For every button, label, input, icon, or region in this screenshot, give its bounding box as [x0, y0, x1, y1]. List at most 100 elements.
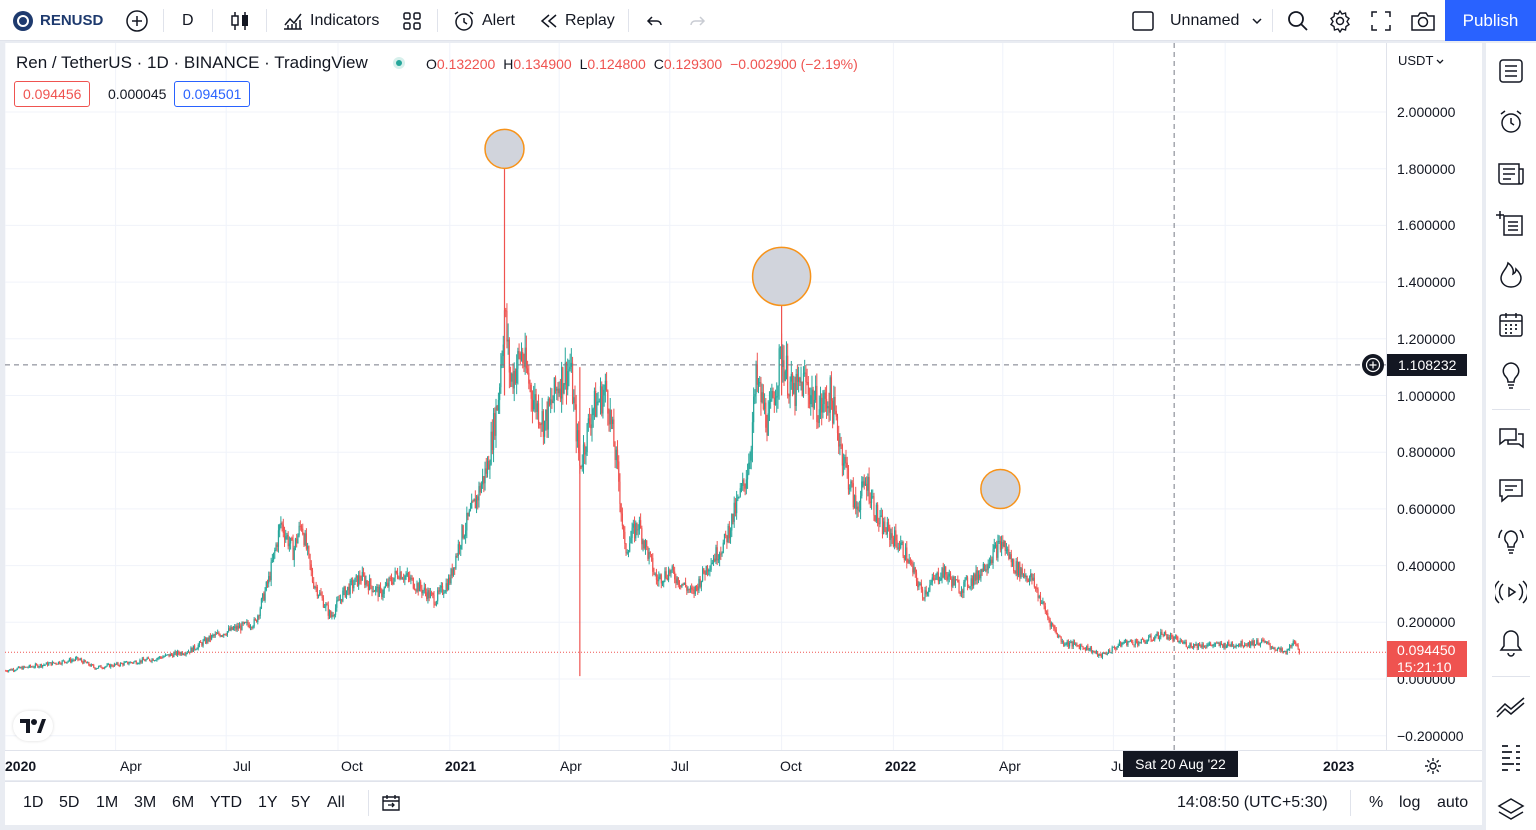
candle	[573, 389, 575, 412]
sell-button[interactable]: 0.094456	[14, 81, 91, 107]
candle-body	[1075, 643, 1077, 645]
range-button-3m[interactable]: 3M	[134, 794, 157, 811]
candle-body	[226, 631, 229, 636]
candle	[647, 546, 649, 561]
streams-button[interactable]	[1495, 576, 1527, 608]
chart-pane[interactable]: Ren / TetherUS · 1D · BINANCE · TradingV…	[5, 43, 1386, 750]
candle-body	[467, 512, 469, 517]
candle	[682, 582, 684, 586]
currency-selector[interactable]: USDT	[1398, 53, 1445, 68]
compare-symbol-button[interactable]	[125, 0, 149, 41]
candle-body	[390, 578, 393, 583]
candle	[288, 536, 290, 552]
candle	[317, 594, 320, 599]
log-scale-button[interactable]: log	[1399, 794, 1420, 812]
range-button-ytd[interactable]: YTD	[210, 794, 242, 811]
price-chart[interactable]	[5, 43, 1386, 750]
candle-body	[125, 661, 128, 663]
buy-button[interactable]: 0.094501	[174, 81, 251, 107]
candle-body	[585, 452, 587, 455]
range-button-all[interactable]: All	[327, 794, 345, 811]
candle-body	[116, 662, 118, 665]
candle-body	[1194, 644, 1196, 646]
snapshot-button[interactable]	[1410, 0, 1436, 41]
range-button-6m[interactable]: 6M	[172, 794, 195, 811]
calendar-button[interactable]	[1495, 309, 1527, 341]
indicators-button[interactable]: Indicators	[282, 0, 379, 41]
layout-button[interactable]: Unnamed	[1132, 0, 1263, 41]
candle	[235, 624, 237, 632]
comments-button[interactable]	[1495, 474, 1527, 506]
dom-button[interactable]	[1495, 741, 1527, 773]
candle	[1276, 647, 1279, 652]
candle-body	[423, 587, 425, 591]
candle	[801, 381, 803, 397]
watchlist-button[interactable]	[1495, 55, 1527, 87]
auto-scale-button[interactable]: auto	[1437, 794, 1468, 812]
tradingview-logo[interactable]	[13, 711, 53, 741]
candle-body	[1139, 642, 1141, 644]
candle-body	[947, 576, 949, 580]
symbol-legend-title[interactable]: Ren / TetherUS · 1D · BINANCE · TradingV…	[16, 53, 368, 73]
candle-body	[1174, 636, 1176, 638]
candle	[563, 383, 565, 395]
market-status-indicator[interactable]	[393, 57, 405, 69]
candle-body	[574, 397, 576, 405]
alerts-button[interactable]	[1495, 106, 1527, 138]
add-notes-button[interactable]	[1495, 208, 1527, 240]
fullscreen-button[interactable]	[1370, 0, 1392, 41]
undo-button[interactable]	[645, 0, 665, 41]
candle-body	[859, 495, 862, 510]
hotlists-button[interactable]	[1495, 258, 1527, 290]
candle-body	[405, 575, 407, 577]
chart-type-button[interactable]	[229, 0, 251, 41]
candle-body	[1049, 620, 1051, 627]
candle	[285, 529, 287, 543]
price-scale[interactable]: USDT 2.000000 1.800000 1.600000 1.400000 1.2…	[1386, 43, 1482, 750]
trading-panel-button[interactable]	[1495, 691, 1527, 723]
candle-body	[900, 542, 902, 549]
news-button[interactable]	[1495, 158, 1527, 190]
candle-body	[10, 669, 12, 671]
range-button-5y[interactable]: 5Y	[291, 794, 311, 811]
notifications-button[interactable]	[1495, 626, 1527, 658]
settings-button[interactable]	[1328, 0, 1352, 41]
publish-button[interactable]: Publish	[1445, 0, 1536, 41]
goto-date-button[interactable]	[381, 793, 401, 813]
alert-button[interactable]: Alert	[452, 0, 515, 41]
candle	[409, 571, 411, 583]
range-button-1y[interactable]: 1Y	[258, 794, 278, 811]
candle-body	[1245, 644, 1247, 646]
replay-button[interactable]: Replay	[539, 0, 615, 41]
candle	[881, 509, 884, 539]
range-button-1d[interactable]: 1D	[23, 794, 44, 811]
interval-button[interactable]: D	[182, 0, 194, 41]
candle-body	[102, 668, 105, 670]
percent-scale-button[interactable]: %	[1369, 794, 1383, 812]
chats-button[interactable]	[1495, 423, 1527, 455]
ideas-button[interactable]	[1495, 359, 1527, 391]
ideas-stream-button[interactable]	[1495, 524, 1527, 556]
candle	[136, 662, 139, 665]
range-button-5d[interactable]: 5D	[59, 794, 80, 811]
candle	[308, 545, 310, 559]
candle-body	[1172, 636, 1174, 641]
candle	[654, 572, 656, 577]
candle-body	[1048, 617, 1050, 621]
candle	[684, 577, 687, 588]
symbol-search-button[interactable]: RENUSD	[12, 0, 103, 41]
search-button[interactable]	[1286, 0, 1310, 41]
candle	[162, 655, 164, 659]
candle	[83, 658, 85, 664]
candle	[1083, 647, 1085, 650]
candle-body	[907, 562, 909, 564]
clock-timezone-button[interactable]: 14:08:50 (UTC+5:30)	[1177, 794, 1328, 812]
candle	[324, 603, 326, 609]
crosshair-add-button[interactable]	[1362, 354, 1384, 376]
time-scale[interactable]: 2020AprJulOct2021AprJulOct2022AprJut2023…	[5, 750, 1482, 780]
templates-button[interactable]	[401, 0, 423, 41]
object-tree-button[interactable]	[1495, 793, 1527, 825]
redo-button[interactable]	[687, 0, 707, 41]
scale-settings-button[interactable]	[1423, 756, 1443, 776]
range-button-1m[interactable]: 1M	[96, 794, 119, 811]
